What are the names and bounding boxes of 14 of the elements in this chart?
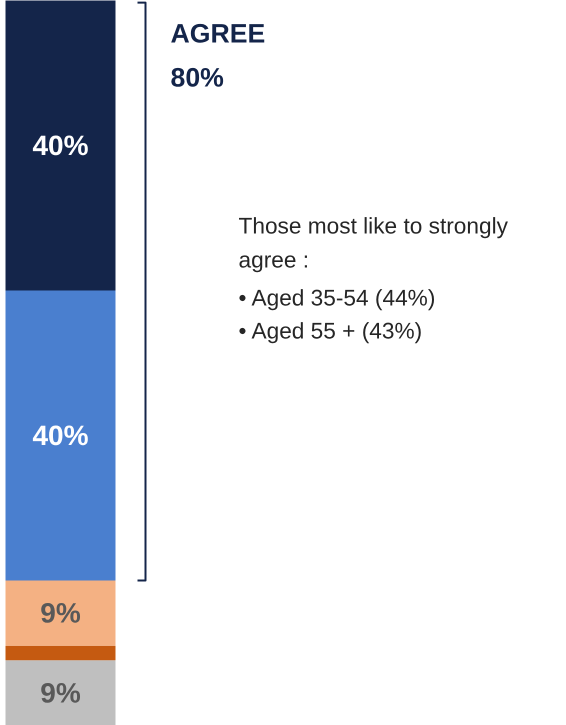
- text: • Aged 55 + (43%): [238, 318, 422, 344]
- text: • Aged 35-54 (44%): [238, 284, 436, 310]
- data-label: 9%: [40, 677, 81, 708]
- text: 80%: [170, 62, 224, 92]
- bar: [6, 290, 116, 580]
- bar: [6, 660, 116, 725]
- data-label: 9%: [40, 598, 81, 629]
- text: Those most like to strongly agree :: [238, 212, 509, 272]
- bar: [6, 0, 116, 290]
- bar: [6, 646, 116, 660]
- data-label: 40%: [32, 420, 89, 451]
- bar: [6, 580, 116, 646]
- text: AGREE: [170, 18, 266, 48]
- data-label: 40%: [32, 130, 89, 161]
